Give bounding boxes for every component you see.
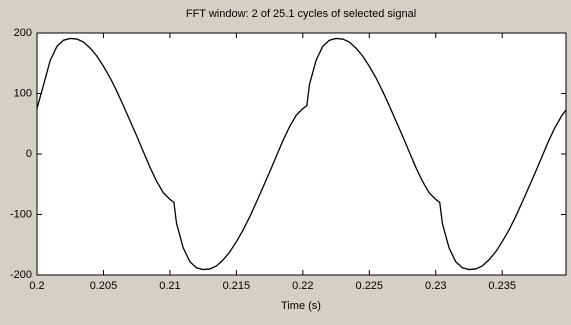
x-tick-label: 0.205 xyxy=(90,280,118,292)
x-tick-label: 0.22 xyxy=(292,280,313,292)
x-tick-label: 0.21 xyxy=(159,280,180,292)
signal-line xyxy=(36,37,567,271)
y-tick-label: 0 xyxy=(26,148,32,160)
y-tick-label: -200 xyxy=(10,269,32,281)
plot-area xyxy=(36,32,567,276)
x-tick-label: 0.23 xyxy=(425,280,446,292)
x-tick-label: 0.215 xyxy=(223,280,251,292)
x-tick-label: 0.2 xyxy=(29,280,44,292)
y-tick-label: 100 xyxy=(14,87,32,99)
x-axis-label: Time (s) xyxy=(281,300,321,312)
x-tick-label: 0.235 xyxy=(488,280,516,292)
y-tick-label: 200 xyxy=(14,27,32,39)
x-tick-label: 0.225 xyxy=(356,280,384,292)
chart-title: FFT window: 2 of 25.1 cycles of selected… xyxy=(186,8,416,20)
y-tick-label: -100 xyxy=(10,208,32,220)
